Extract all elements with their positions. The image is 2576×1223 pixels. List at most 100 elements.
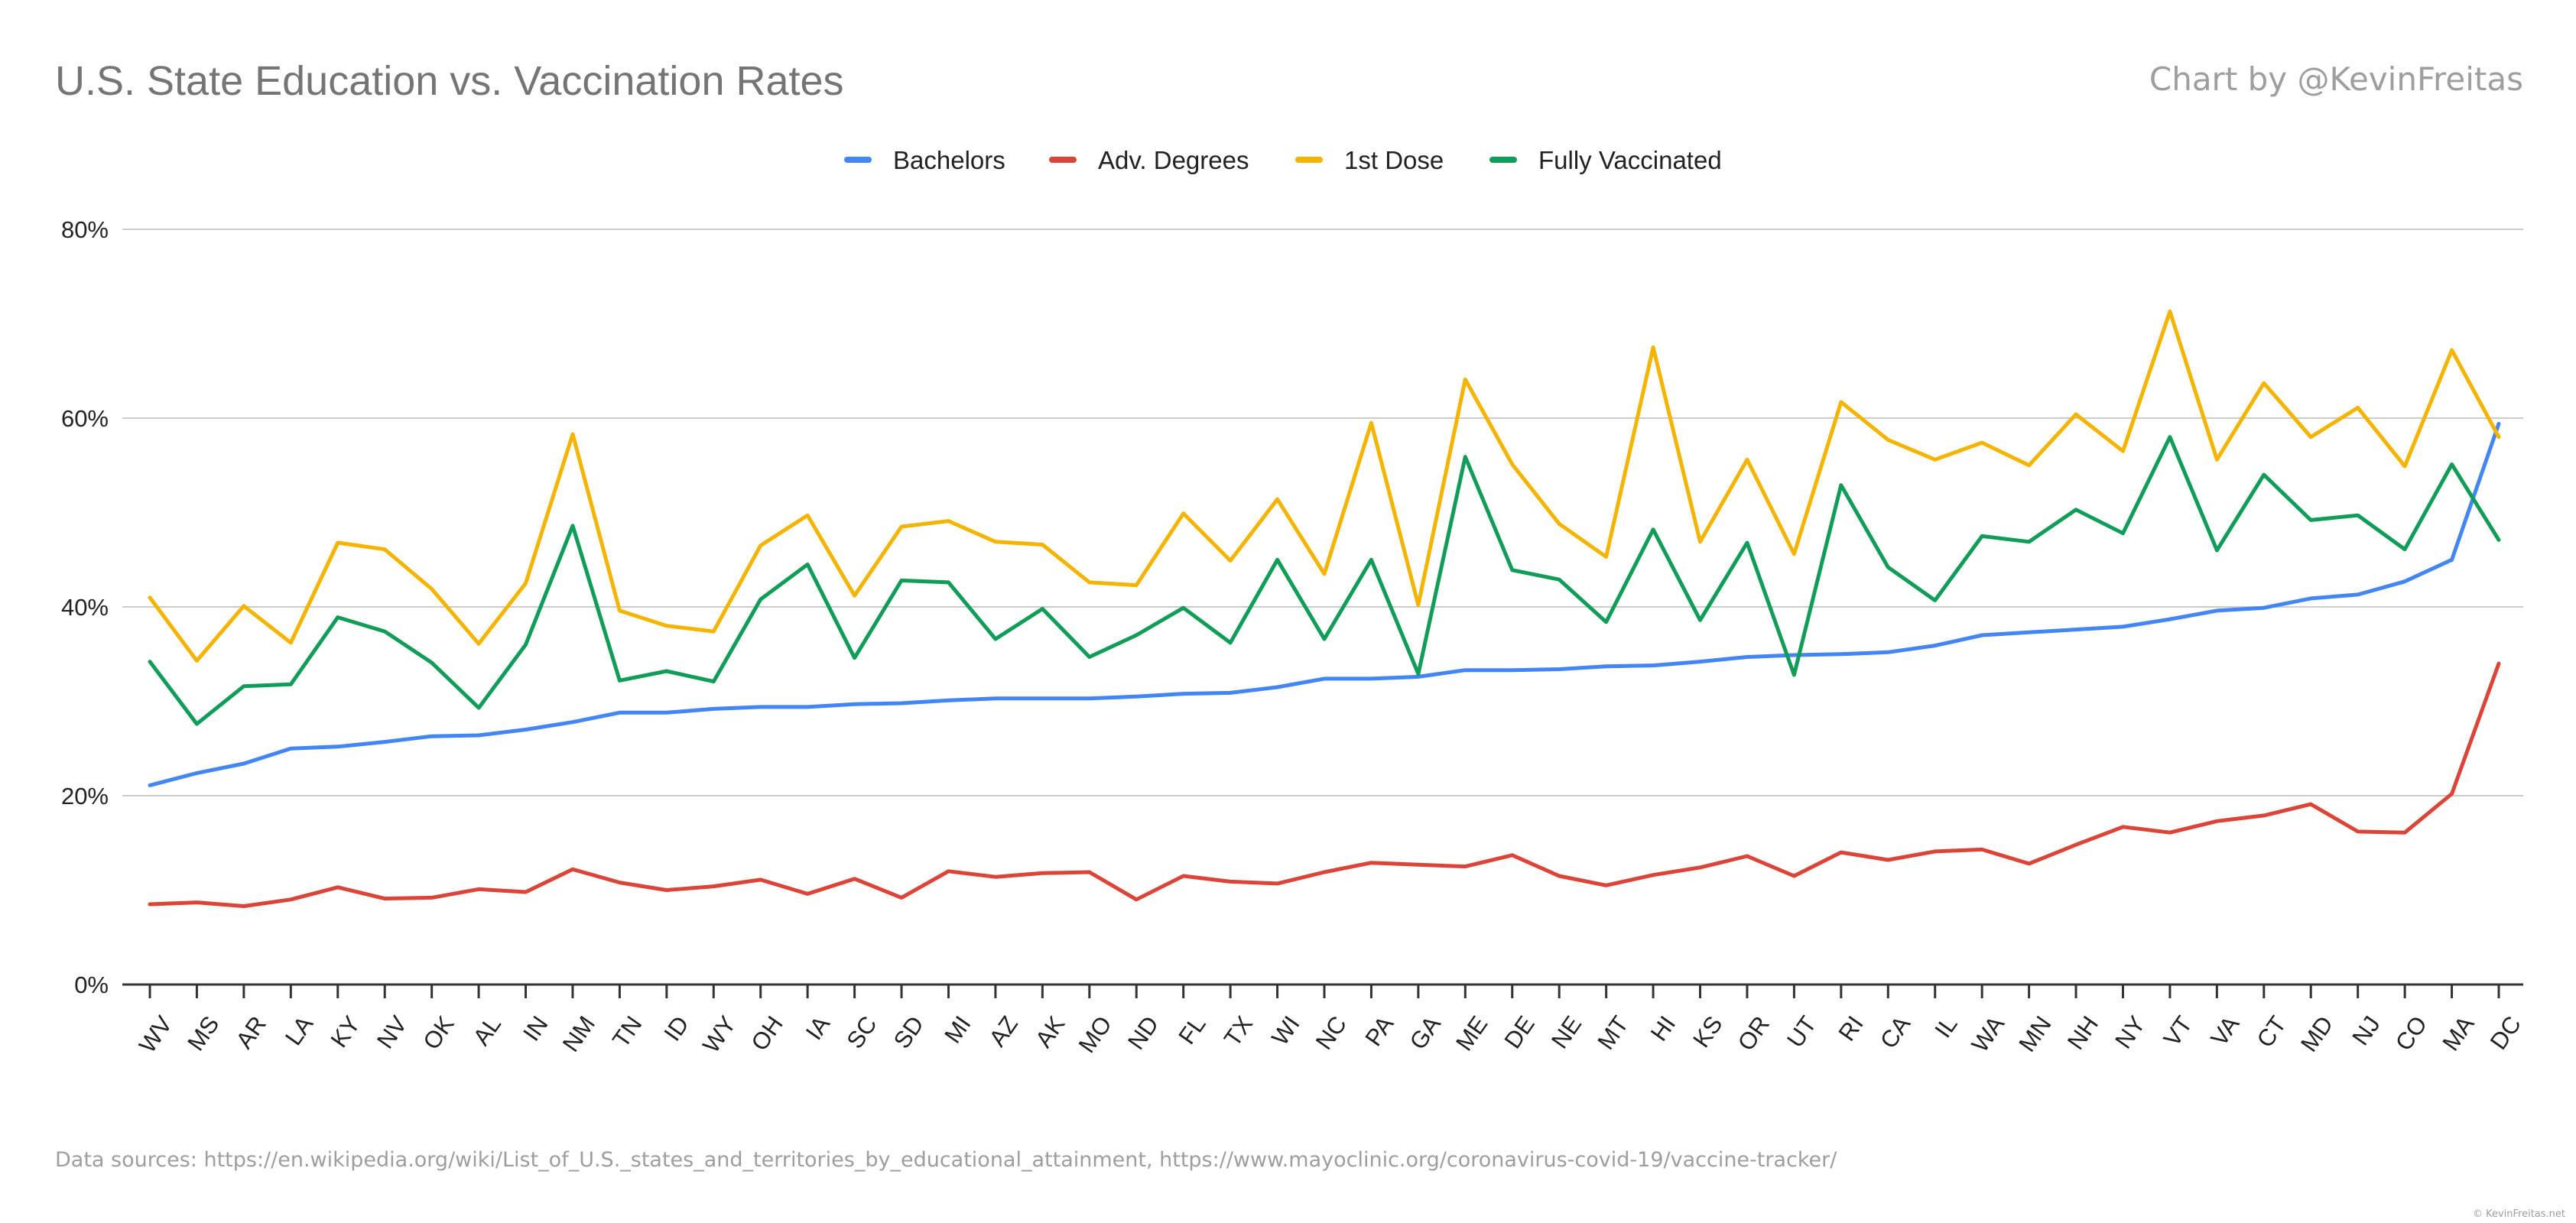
- data-point: [1886, 858, 1890, 862]
- data-point: [759, 597, 763, 602]
- x-tick-label: OK: [417, 1011, 460, 1055]
- data-point: [1886, 565, 1890, 569]
- y-tick-label: 80%: [61, 216, 109, 243]
- x-tick-label: NY: [2110, 1011, 2150, 1053]
- data-point: [1604, 620, 1609, 624]
- data-point: [476, 641, 481, 646]
- x-tick-label: WA: [1967, 1011, 2010, 1057]
- data-point: [1839, 483, 1843, 488]
- data-point: [1557, 874, 1561, 878]
- x-tick-label: VA: [2205, 1011, 2244, 1051]
- chart-credit: Chart by @KevinFreitas: [2149, 60, 2523, 98]
- data-point: [1839, 652, 1843, 657]
- data-point: [664, 624, 669, 628]
- data-point: [2496, 435, 2501, 440]
- x-tick-label: NV: [372, 1011, 413, 1054]
- data-point: [1087, 696, 1092, 701]
- data-point: [1322, 870, 1327, 874]
- data-point: [1322, 676, 1327, 681]
- data-point: [1604, 883, 1609, 887]
- data-point: [993, 637, 998, 641]
- data-point: [148, 783, 152, 787]
- data-point: [1275, 557, 1280, 562]
- data-point: [1181, 692, 1186, 696]
- data-point: [1698, 660, 1703, 664]
- data-point: [1980, 440, 1984, 445]
- data-point: [1651, 527, 1655, 532]
- x-tick-label: TX: [1219, 1011, 1259, 1052]
- data-point: [711, 884, 716, 889]
- data-point: [1134, 633, 1139, 637]
- data-point: [2214, 608, 2219, 613]
- data-point: [382, 897, 387, 901]
- data-point: [2168, 830, 2172, 835]
- x-tick-label: FL: [1173, 1011, 1210, 1049]
- data-point: [524, 728, 528, 732]
- series-line: [148, 421, 2501, 787]
- data-point: [1228, 879, 1233, 884]
- series-line: [148, 309, 2501, 663]
- data-point: [1134, 694, 1139, 699]
- data-point: [1933, 598, 1938, 602]
- data-point: [2356, 405, 2360, 410]
- data-point: [1510, 668, 1515, 673]
- data-point: [570, 867, 575, 871]
- data-point: [336, 885, 340, 890]
- data-point: [2450, 462, 2454, 467]
- data-point: [1134, 897, 1139, 902]
- x-tick-label: MO: [1074, 1011, 1117, 1058]
- data-point: [430, 587, 434, 592]
- source-note: Data sources: https://en.wikipedia.org/w…: [55, 1148, 1837, 1172]
- x-tick-label: DE: [1499, 1011, 1539, 1053]
- data-point: [430, 734, 434, 738]
- data-point: [2450, 557, 2454, 562]
- data-point: [2214, 457, 2219, 462]
- data-point: [711, 706, 716, 711]
- data-point: [1698, 540, 1703, 544]
- data-point: [1980, 847, 1984, 852]
- data-point: [2402, 830, 2407, 835]
- x-tick-label: ND: [1122, 1011, 1164, 1055]
- data-point: [1651, 873, 1655, 878]
- x-tick-label: OH: [746, 1011, 788, 1056]
- data-point: [1463, 865, 1467, 869]
- data-point: [2308, 596, 2313, 601]
- x-tick-label: MD: [2295, 1011, 2338, 1057]
- x-tick-label: DC: [2485, 1011, 2526, 1055]
- y-tick-label: 20%: [61, 783, 109, 809]
- x-tick-label: MA: [2437, 1011, 2480, 1056]
- data-point: [2074, 628, 2078, 632]
- data-point: [1745, 854, 1749, 858]
- data-point: [2308, 435, 2313, 440]
- data-point: [148, 660, 152, 664]
- legend-label: Adv. Degrees: [1098, 146, 1249, 174]
- data-point: [1463, 455, 1467, 459]
- legend-label: Fully Vaccinated: [1538, 146, 1722, 174]
- data-point: [2402, 547, 2407, 552]
- x-tick-label: LA: [280, 1011, 319, 1050]
- data-point: [2074, 842, 2078, 847]
- data-point: [2168, 309, 2172, 313]
- data-point: [1745, 540, 1749, 545]
- data-point: [2214, 548, 2219, 553]
- data-point: [1698, 865, 1703, 870]
- data-point: [1416, 862, 1421, 867]
- x-tick-label: NH: [2062, 1011, 2103, 1055]
- x-tick-label: WY: [697, 1011, 741, 1058]
- data-point: [617, 608, 622, 613]
- data-point: [1886, 437, 1890, 442]
- data-point: [947, 869, 951, 874]
- data-point: [194, 722, 199, 726]
- data-point: [1792, 874, 1796, 878]
- data-point: [524, 890, 528, 894]
- data-point: [2496, 421, 2501, 426]
- x-tick-label: MS: [182, 1011, 224, 1056]
- data-point: [1228, 559, 1233, 563]
- data-point: [1510, 853, 1515, 858]
- data-point: [2121, 531, 2126, 536]
- data-point: [1087, 580, 1092, 585]
- data-point: [2356, 513, 2360, 517]
- data-point: [1040, 543, 1044, 547]
- data-point: [1510, 568, 1515, 573]
- data-point: [2121, 624, 2126, 629]
